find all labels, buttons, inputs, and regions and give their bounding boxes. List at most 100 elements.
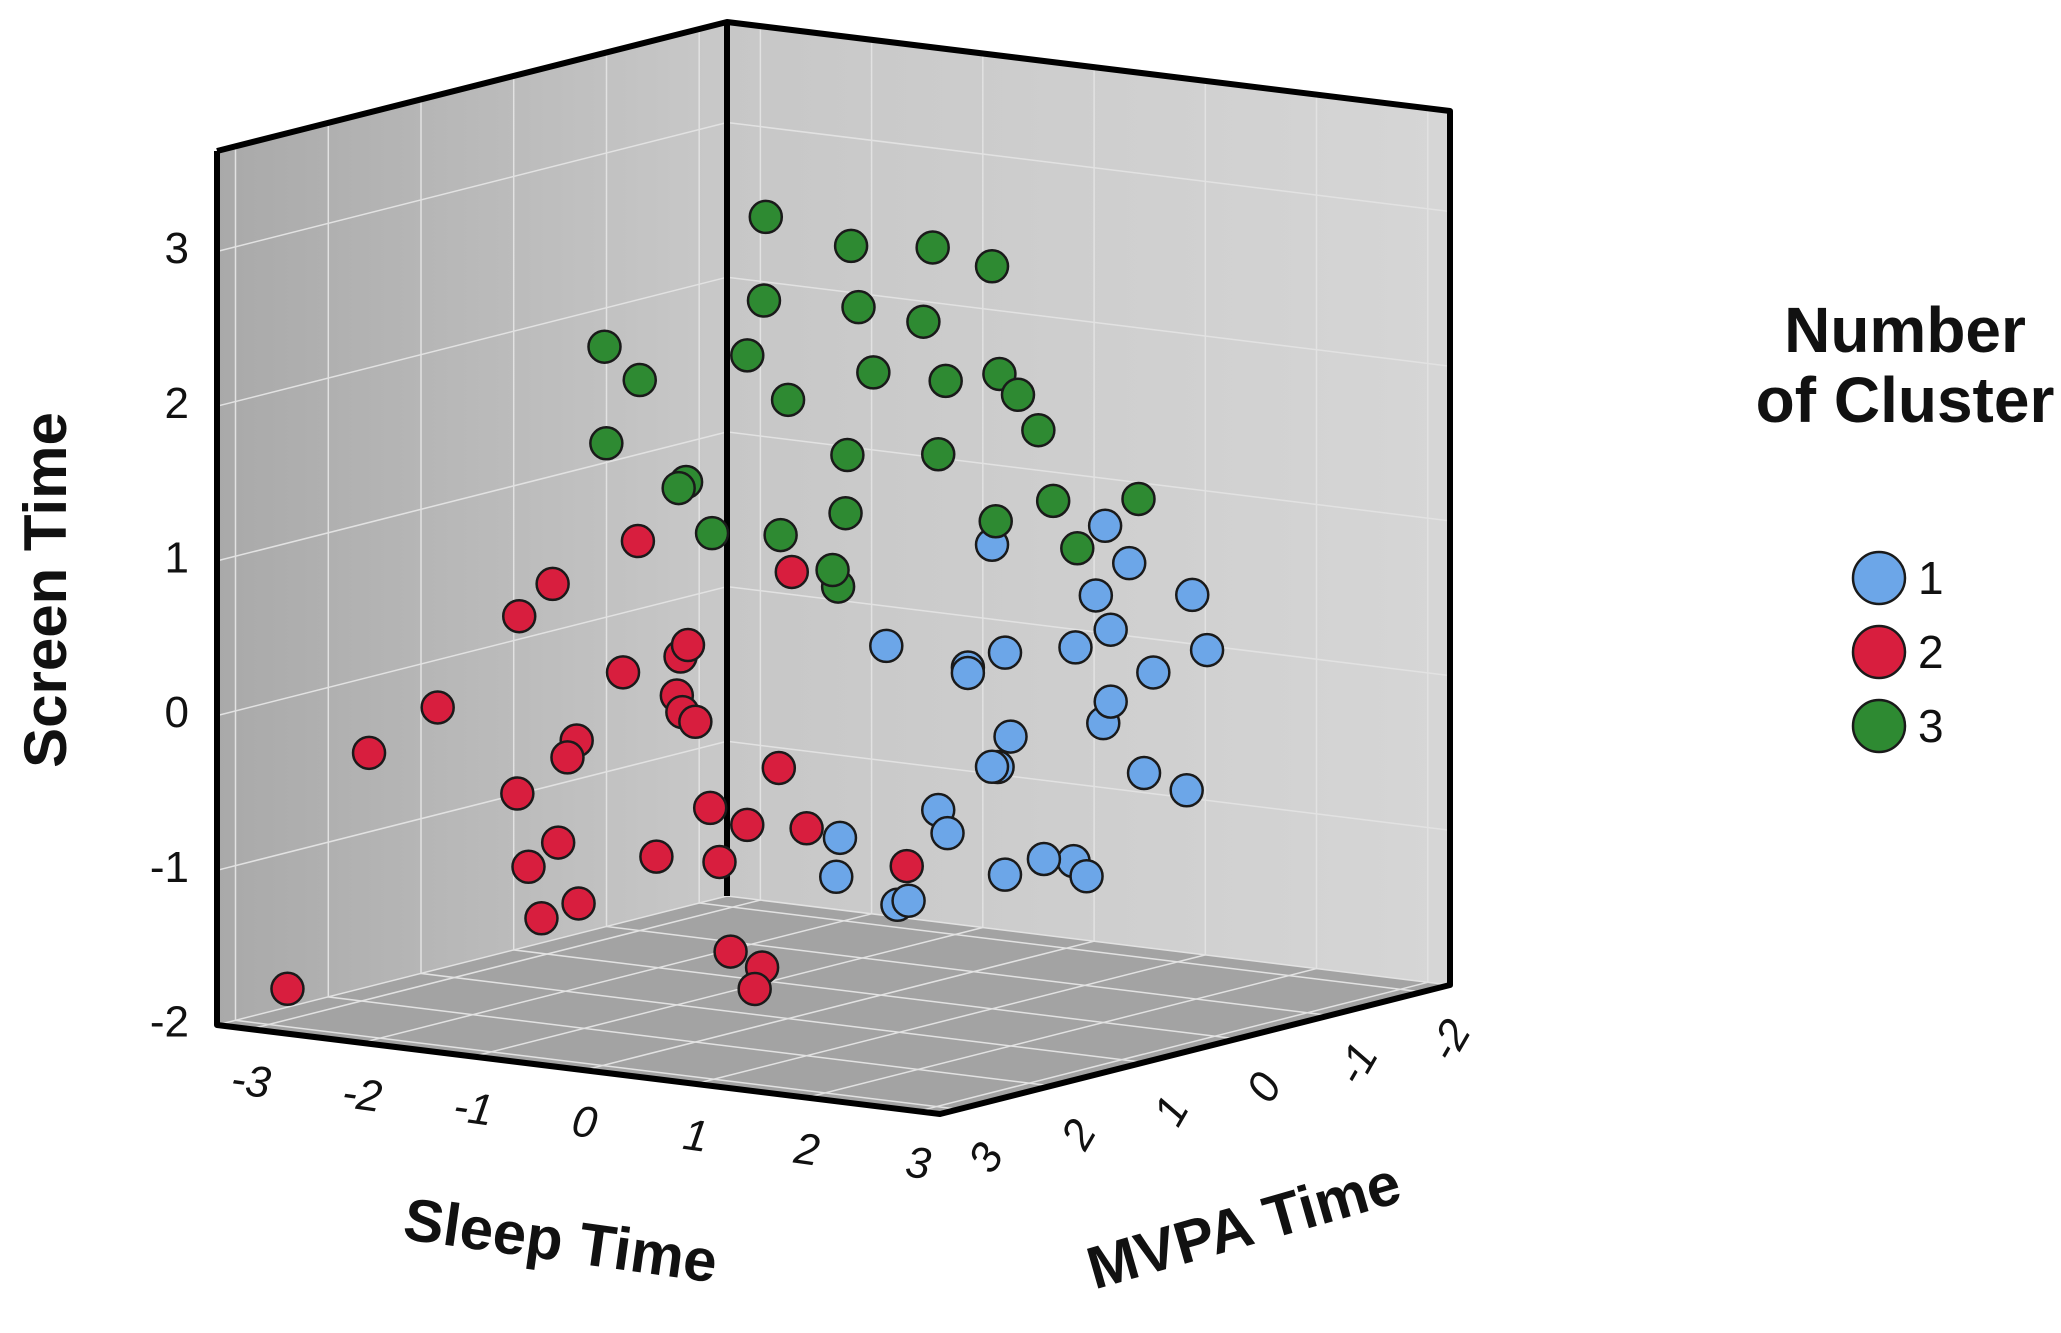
point [1058,630,1093,665]
point [1060,531,1095,566]
legend-marker [1851,550,1907,606]
z-tick-label: -2 [150,998,189,1047]
point [1175,577,1210,613]
point [351,735,387,771]
grid-line [420,99,1145,1064]
point [678,704,713,740]
z-tick-label: -1 [150,843,189,892]
point [1021,412,1056,448]
point [928,363,963,399]
point [774,554,810,590]
point [978,503,1013,539]
point [1136,655,1171,690]
legend-label: 3 [1918,700,1944,752]
legend-marker [1851,624,1907,680]
point [761,750,797,786]
y-tick-label: -1 [1326,1035,1388,1093]
point [1035,483,1071,519]
z-tick-label: 0 [165,688,189,737]
y-tick-label: -2 [1419,1011,1481,1069]
point [770,382,806,418]
grid-line [361,39,873,1044]
point [869,628,904,664]
y-tick-label: 3 [959,1135,1014,1181]
point [1026,841,1062,877]
legend-title: Number of Cluster [1755,294,2055,436]
point [950,655,986,691]
point [1169,773,1204,808]
point [1093,612,1128,647]
point [930,815,965,851]
point [500,776,535,811]
point [620,523,656,559]
point [692,790,728,826]
point [828,495,863,531]
point [694,515,730,551]
point [670,627,706,663]
floor [217,896,1450,1114]
left-wall [217,22,727,1025]
grid-line [806,94,1318,1099]
y-tick-label: 1 [1144,1088,1199,1134]
x-tick-label: -1 [450,1082,496,1136]
point [763,517,798,553]
x-tick-label: 3 [903,1137,935,1189]
x-axis-title: Sleep Time [400,1185,722,1295]
point [748,199,784,235]
y-tick-label: 2 [1051,1112,1106,1159]
z-tick-label: 2 [165,379,189,428]
point [915,230,950,265]
point [1126,755,1162,791]
grid-line [512,75,1237,1040]
point [833,228,869,264]
point [737,971,772,1007]
legend-label: 1 [1918,552,1944,604]
point [1069,858,1104,894]
y-axis-title: MVPA Time [1080,1149,1408,1302]
grid-line [327,122,1052,1087]
point [822,820,858,856]
point [815,552,850,588]
point [713,934,748,969]
point [841,289,876,325]
point [1189,632,1225,668]
point [1078,578,1114,613]
point [622,362,657,398]
point [561,886,596,921]
point [729,807,765,843]
point [511,849,546,885]
x-tick-label: 0 [569,1096,601,1148]
point [856,355,891,390]
point [702,844,737,880]
grid-line [698,29,1423,993]
point [987,857,1023,892]
x-tick-label: 1 [680,1110,711,1162]
point [730,338,765,373]
z-tick-label: 1 [165,534,189,583]
x-tick-label: 2 [790,1124,822,1176]
back-wall [727,22,1450,985]
legend-marker [1851,698,1907,754]
point [891,883,926,918]
point [974,249,1010,284]
point [524,901,559,936]
x-tick-label: -2 [339,1068,385,1122]
point [587,329,622,364]
legend-label: 2 [1918,626,1944,678]
point [993,719,1028,754]
point [589,426,624,461]
point [1121,481,1156,517]
grid-line [695,80,1207,1085]
point [1087,508,1123,544]
grid-line [234,146,959,1111]
point [920,437,956,472]
point [605,655,641,690]
point [540,825,576,860]
point [420,690,455,725]
point [1000,377,1036,413]
point [906,304,941,339]
point [987,635,1023,670]
point [501,598,537,634]
